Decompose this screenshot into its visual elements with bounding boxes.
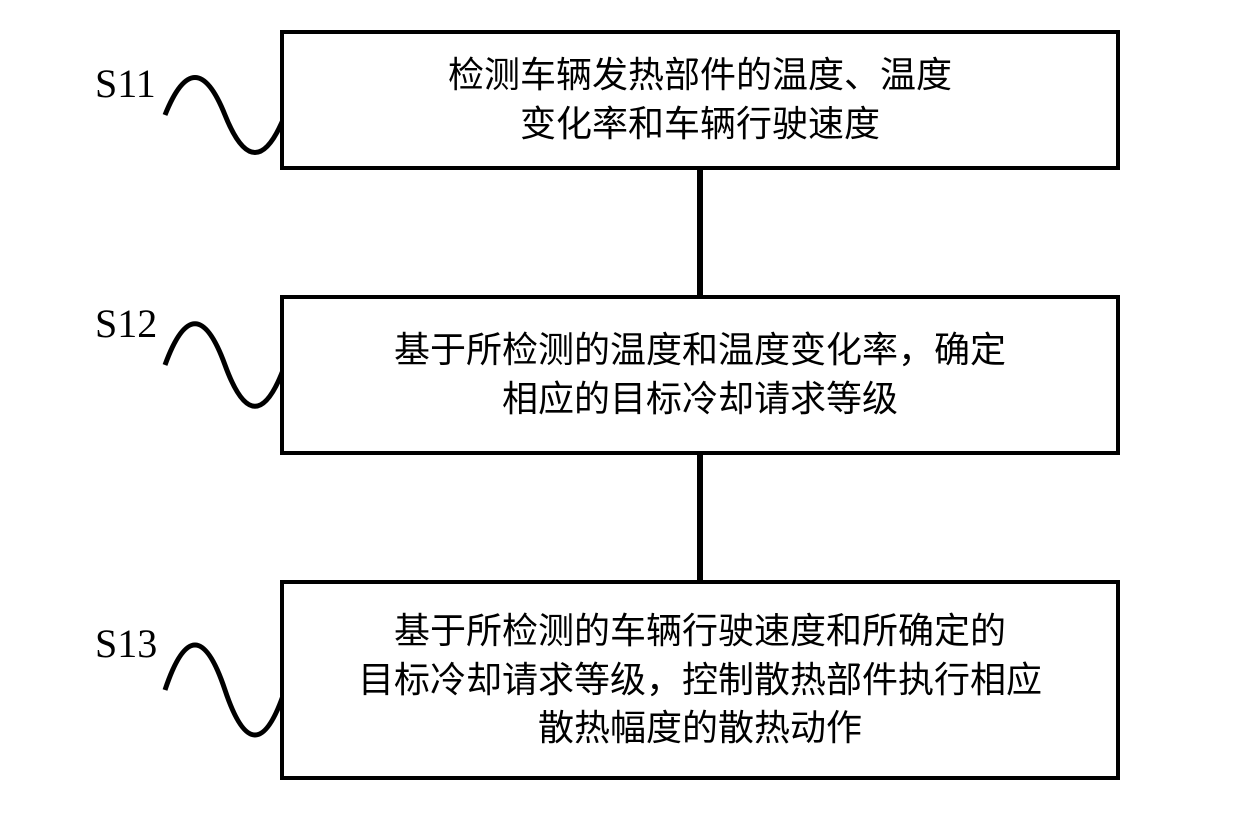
step-box-s13: 基于所检测的车辆行驶速度和所确定的 目标冷却请求等级，控制散热部件执行相应 散热… bbox=[280, 580, 1120, 780]
step-text: 基于所检测的车辆行驶速度和所确定的 目标冷却请求等级，控制散热部件执行相应 散热… bbox=[358, 607, 1042, 753]
step-text: 基于所检测的温度和温度变化率，确定 相应的目标冷却请求等级 bbox=[394, 326, 1006, 423]
step-box-s12: 基于所检测的温度和温度变化率，确定 相应的目标冷却请求等级 bbox=[280, 295, 1120, 455]
connector-s12-s13 bbox=[697, 455, 703, 580]
step-text: 检测车辆发热部件的温度、温度 变化率和车辆行驶速度 bbox=[448, 51, 952, 148]
wave-connector-s11 bbox=[160, 60, 290, 170]
label-text: S12 bbox=[95, 301, 157, 346]
label-text: S11 bbox=[95, 61, 156, 106]
wave-connector-s12 bbox=[160, 300, 290, 430]
step-label-s11: S11 bbox=[95, 60, 156, 107]
connector-s11-s12 bbox=[697, 170, 703, 295]
wave-connector-s13 bbox=[160, 620, 290, 760]
step-label-s12: S12 bbox=[95, 300, 157, 347]
step-label-s13: S13 bbox=[95, 620, 157, 667]
label-text: S13 bbox=[95, 621, 157, 666]
flowchart-diagram: S11 检测车辆发热部件的温度、温度 变化率和车辆行驶速度 S12 基于所检测的… bbox=[0, 0, 1240, 820]
step-box-s11: 检测车辆发热部件的温度、温度 变化率和车辆行驶速度 bbox=[280, 30, 1120, 170]
